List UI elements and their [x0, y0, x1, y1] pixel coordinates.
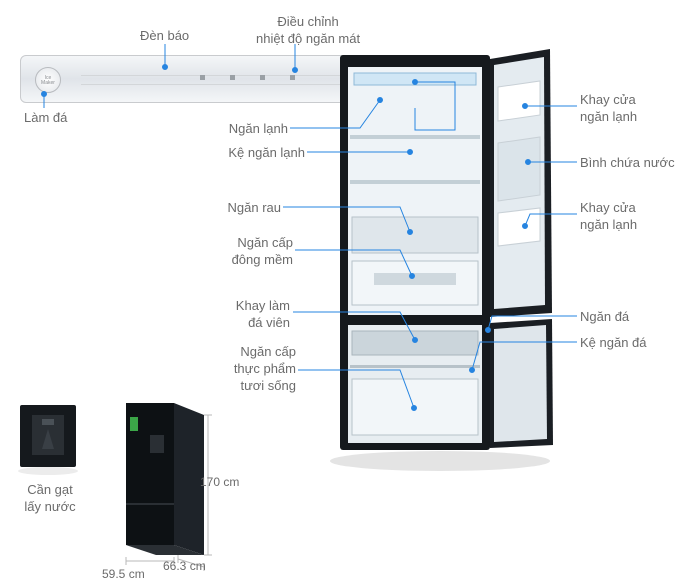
- label-can-gat: Cần gạt lấy nước: [22, 482, 78, 516]
- label-binh-chua-nuoc: Bình chứa nước: [580, 155, 675, 172]
- label-dieu-chinh: Điều chỉnh nhiệt độ ngăn mát: [256, 14, 360, 48]
- label-ngan-rau: Ngăn rau: [226, 200, 281, 217]
- dim-depth: 66.3 cm: [163, 559, 206, 575]
- label-den-bao: Đèn báo: [140, 28, 189, 45]
- label-khay-cua-mid: Khay cửa ngăn lạnh: [580, 200, 637, 234]
- dim-width: 59.5 cm: [102, 567, 145, 583]
- dim-height: 170 cm: [200, 475, 239, 491]
- ice-maker-button: Ice Maker: [35, 67, 61, 93]
- label-khay-cua-top: Khay cửa ngăn lạnh: [580, 92, 637, 126]
- label-ngan-lanh: Ngăn lạnh: [228, 121, 288, 138]
- fridge-open-diagram: [320, 45, 580, 475]
- label-ngan-cap-tphm: Ngăn cấp thực phẩm tươi sống: [228, 344, 296, 395]
- label-ngan-cap-dong-mem: Ngăn cấp đông mềm: [228, 235, 293, 269]
- label-ke-ngan-da: Kệ ngăn đá: [580, 335, 647, 352]
- panel-btn-line2: Maker: [41, 80, 55, 86]
- label-khay-lam-da-vien: Khay làm đá viên: [230, 298, 290, 332]
- label-lam-da: Làm đá: [24, 110, 67, 127]
- label-ngan-da: Ngăn đá: [580, 309, 629, 326]
- label-ke-ngan-lanh: Kệ ngăn lạnh: [225, 145, 305, 162]
